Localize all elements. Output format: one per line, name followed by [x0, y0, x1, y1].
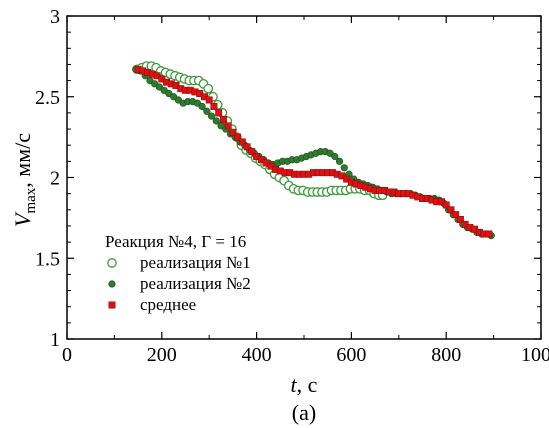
- x-tick-label: 0: [62, 344, 72, 366]
- y-axis-label: Vmax, мм/с: [10, 133, 39, 227]
- x-tick-label: 800: [431, 344, 461, 366]
- data-point: [340, 164, 348, 172]
- x-tick-label: 200: [147, 344, 177, 366]
- y-tick-label: 3: [50, 6, 60, 28]
- data-series: [132, 61, 495, 240]
- data-point: [243, 143, 251, 151]
- x-axis-label-main: t: [291, 372, 298, 397]
- data-point: [219, 115, 227, 123]
- y-tick-label: 2.5: [35, 87, 60, 109]
- y-tick-label: 2: [50, 168, 60, 190]
- legend-items: реализация №1 реализация №2 среднее: [107, 253, 251, 314]
- data-point: [229, 128, 237, 136]
- data-point: [335, 157, 344, 165]
- y-axis-label-main: V: [10, 211, 35, 227]
- x-axis-label-unit: , с: [297, 372, 318, 397]
- data-point: [205, 96, 213, 104]
- data-point: [331, 152, 339, 161]
- y-axis-label-unit: , мм/с: [10, 133, 35, 188]
- legend-entry-label: реализация №2: [140, 274, 251, 293]
- data-point: [234, 133, 242, 141]
- series-1: [132, 61, 388, 201]
- y-tick-label: 1: [50, 329, 60, 351]
- y-axis-label-sub: max: [23, 187, 39, 213]
- data-point: [452, 211, 460, 219]
- legend-entry-label: реализация №1: [140, 253, 251, 272]
- data-point: [456, 216, 464, 223]
- data-point: [210, 102, 218, 110]
- tick-labels: 0 200 400 600 800 1000 1 1.5 2 2.5 3: [35, 6, 549, 366]
- legend-marker: [108, 301, 116, 309]
- data-point: [203, 107, 211, 115]
- data-point: [215, 109, 223, 117]
- data-point: [224, 122, 232, 130]
- x-tick-label: 400: [242, 344, 272, 366]
- figure-caption: (a): [292, 400, 316, 425]
- data-point: [207, 112, 216, 120]
- legend-title: Реакция №4, Γ = 16: [105, 232, 246, 251]
- data-point: [248, 148, 256, 156]
- data-point: [203, 83, 214, 94]
- x-tick-label: 1000: [521, 344, 549, 366]
- data-point: [442, 201, 450, 209]
- series-3: [134, 65, 493, 238]
- legend: Реакция №4, Γ = 16 реализация №1реализац…: [105, 232, 251, 314]
- legend-entry-label: среднее: [140, 295, 196, 314]
- legend-marker: [108, 280, 116, 288]
- data-point: [198, 102, 206, 111]
- data-point: [212, 117, 220, 125]
- axis-ticks: [66, 15, 542, 340]
- x-axis-label: t, с: [291, 372, 318, 397]
- legend-marker: [107, 258, 117, 268]
- data-point: [238, 138, 246, 146]
- x-tick-label: 600: [336, 344, 366, 366]
- y-tick-label: 1.5: [35, 248, 60, 270]
- data-point: [447, 206, 455, 214]
- data-point: [485, 230, 493, 238]
